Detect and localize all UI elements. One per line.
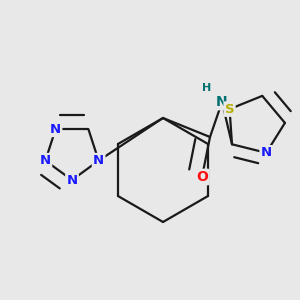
Text: H: H — [202, 83, 211, 93]
Text: N: N — [93, 154, 104, 167]
Text: N: N — [216, 95, 228, 109]
Text: N: N — [261, 146, 272, 159]
Text: N: N — [40, 154, 51, 167]
Text: O: O — [196, 170, 208, 184]
Text: S: S — [225, 103, 234, 116]
Text: N: N — [50, 123, 61, 136]
Text: N: N — [66, 173, 78, 187]
